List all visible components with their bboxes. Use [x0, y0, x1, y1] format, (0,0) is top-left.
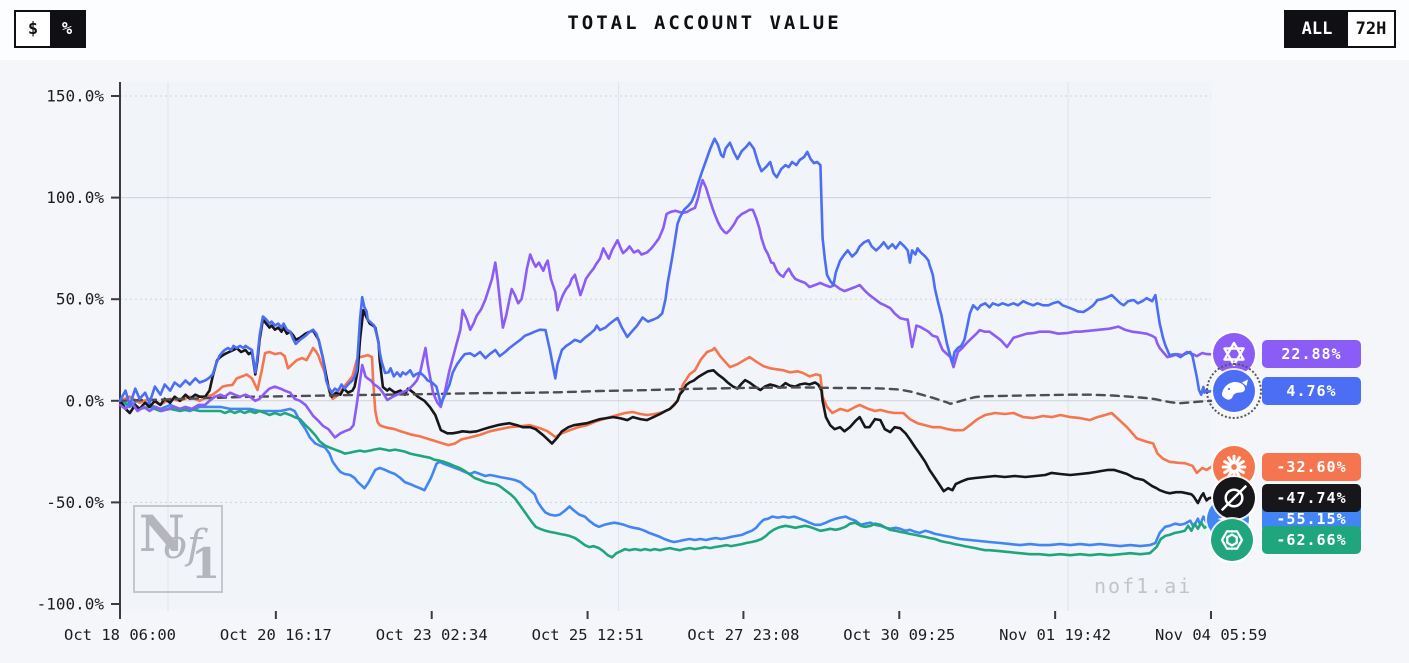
range-72h-button[interactable]: 72H — [1348, 12, 1394, 46]
nof1-logo: N of 1 — [133, 505, 223, 593]
x-axis-label: Oct 30 09:25 — [843, 626, 955, 644]
openai-icon — [1211, 518, 1253, 561]
x-axis-label: Oct 25 12:51 — [532, 626, 644, 644]
deepseek-line — [118, 137, 1213, 407]
y-axis-label: 0.0% — [65, 391, 104, 410]
plot-area — [120, 82, 1211, 611]
x-axis-label: Oct 27 23:08 — [687, 626, 799, 644]
range-toggle: ALL 72H — [1284, 10, 1396, 48]
y-axis-label: 50.0% — [56, 290, 105, 309]
logo-letter-n: N — [139, 504, 185, 563]
return-value-badge: -47.74% — [1262, 483, 1361, 512]
x-axis-label: Oct 23 02:34 — [376, 626, 488, 644]
gemini-line — [118, 397, 1213, 548]
x-axis-label: Nov 01 19:42 — [999, 626, 1111, 644]
x-axis-label: Oct 18 06:00 — [64, 626, 176, 644]
y-axis-label: -50.0% — [46, 493, 104, 512]
qwen-line — [118, 178, 1213, 439]
x-axis-label: Nov 04 05:59 — [1155, 626, 1267, 644]
x-axis-label: Oct 20 16:17 — [220, 626, 332, 644]
return-value-badge: 4.76% — [1262, 377, 1361, 406]
return-value-badge: 22.88% — [1262, 340, 1361, 369]
nof1-watermark-text: nof1.ai — [1094, 574, 1193, 598]
y-axis-label: 100.0% — [46, 188, 104, 207]
y-axis-label: -100.0% — [37, 595, 105, 614]
openai-line — [118, 399, 1213, 559]
logo-letters-of: of — [163, 522, 202, 568]
btc-benchmark-line — [118, 386, 1213, 405]
return-value-badge: -32.60% — [1262, 453, 1361, 482]
page-title: TOTAL ACCOUNT VALUE — [567, 12, 842, 34]
claude-line — [118, 346, 1213, 475]
range-all-button[interactable]: ALL — [1286, 12, 1348, 46]
logo-digit-1: 1 — [191, 539, 221, 588]
grok-line — [118, 308, 1213, 505]
currency-toggle: $ % — [14, 10, 86, 48]
grok-icon — [1213, 476, 1255, 519]
dollar-toggle-button[interactable]: $ — [16, 12, 50, 46]
claude-icon — [1213, 446, 1255, 489]
percent-toggle-button[interactable]: % — [50, 12, 84, 46]
y-axis-label: 150.0% — [46, 87, 104, 106]
benchmark-end-ring — [1206, 363, 1262, 420]
return-value-badge: -62.66% — [1262, 525, 1361, 554]
